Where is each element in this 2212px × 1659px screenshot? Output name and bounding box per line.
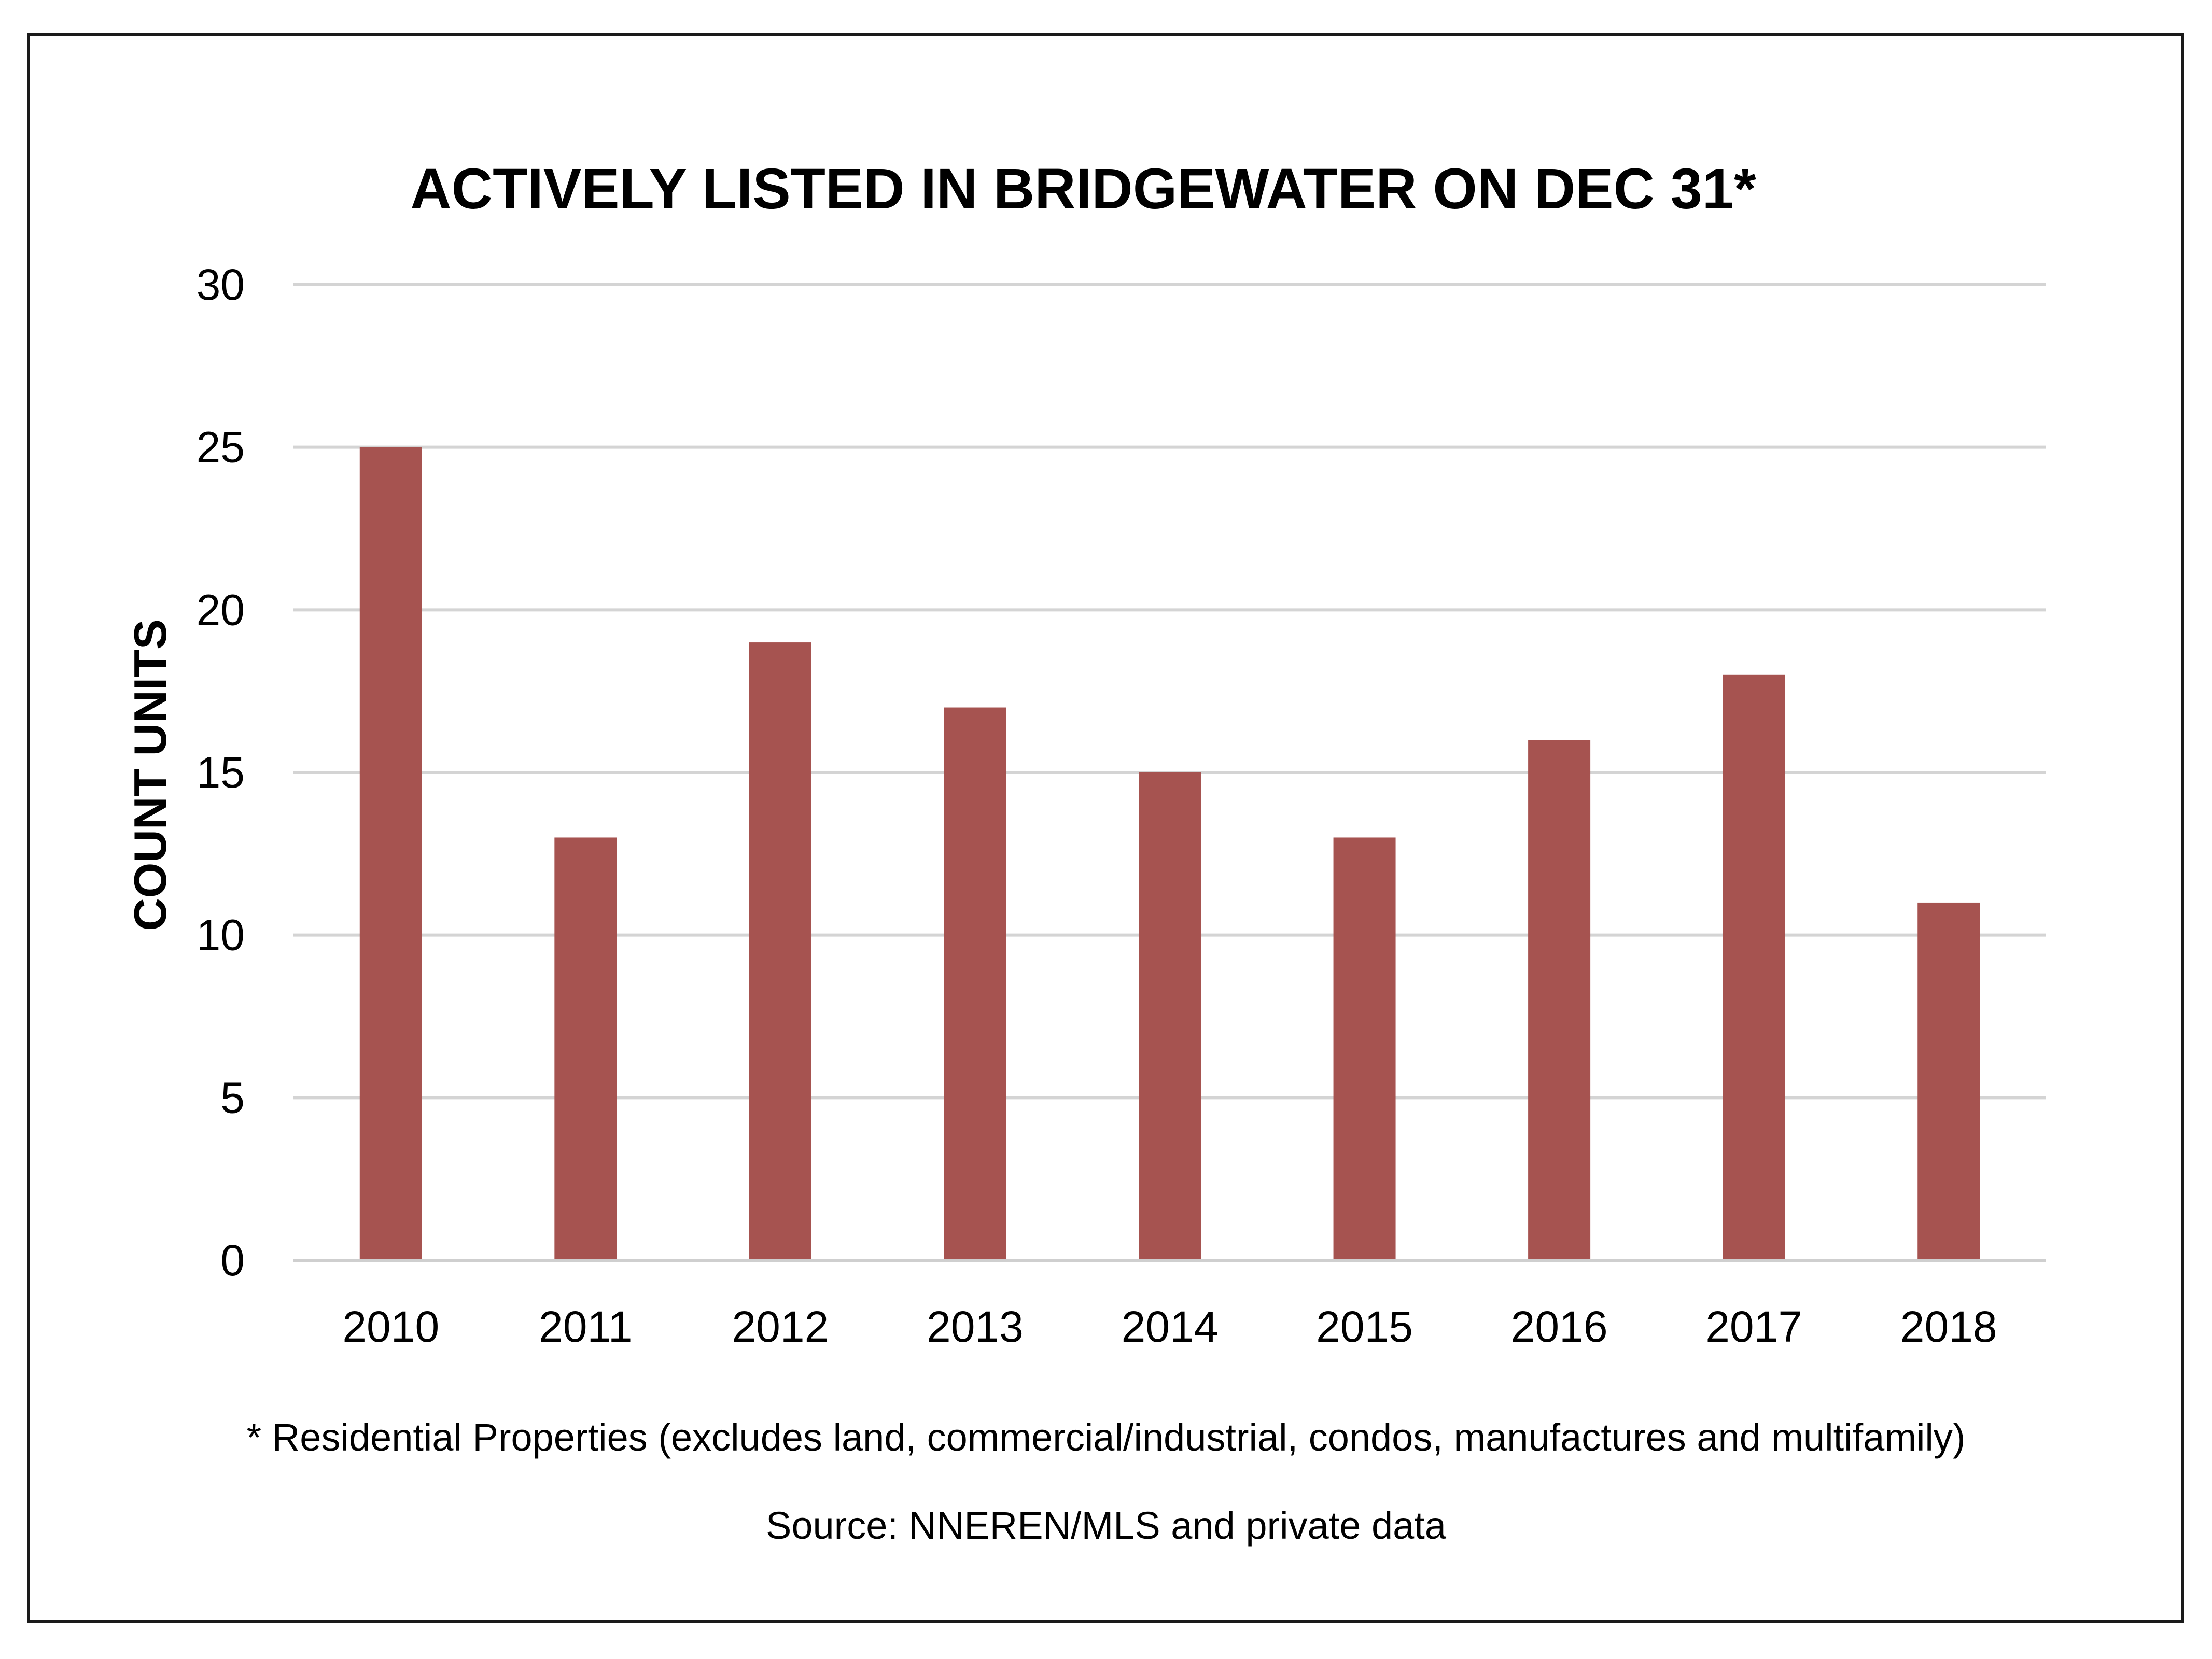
y-tick-label: 20 [197,585,245,634]
x-tick-label: 2014 [1122,1302,1219,1351]
bar-2010 [359,447,422,1260]
y-tick-label: 30 [197,260,245,309]
x-tick-labels: 2010 2011 2012 2013 2014 2015 2016 2017 2018 [342,1302,1997,1351]
bar-2012 [749,642,811,1260]
bars [359,447,1980,1260]
source-note: Source: NNEREN/MLS and private data [766,1504,1447,1547]
x-tick-label: 2016 [1511,1302,1608,1351]
bar-2014 [1139,772,1201,1260]
bar-2011 [554,837,617,1260]
y-tick-label: 25 [197,423,245,472]
y-tick-label: 5 [220,1073,245,1122]
x-tick-label: 2018 [1900,1302,1997,1351]
bar-2018 [1917,902,1980,1260]
bar-2013 [944,707,1006,1260]
x-tick-label: 2013 [927,1302,1024,1351]
x-tick-label: 2010 [342,1302,439,1351]
x-tick-label: 2011 [539,1302,633,1351]
bar-2015 [1333,837,1396,1260]
x-tick-label: 2012 [732,1302,829,1351]
bar-2016 [1528,740,1591,1260]
y-tick-label: 0 [220,1236,245,1285]
y-tick-label: 10 [197,911,245,960]
x-tick-label: 2015 [1316,1302,1413,1351]
y-axis-label: COUNT UNITS [124,619,176,931]
footnote: * Residential Properties (excludes land,… [246,1416,1965,1459]
y-tick-labels: 0 5 10 15 20 25 30 [197,260,245,1285]
chart-title: ACTIVELY LISTED IN BRIDGEWATER ON DEC 31… [410,157,1756,221]
y-tick-label: 15 [197,748,245,797]
bar-2017 [1723,674,1785,1260]
x-tick-label: 2017 [1705,1302,1802,1351]
